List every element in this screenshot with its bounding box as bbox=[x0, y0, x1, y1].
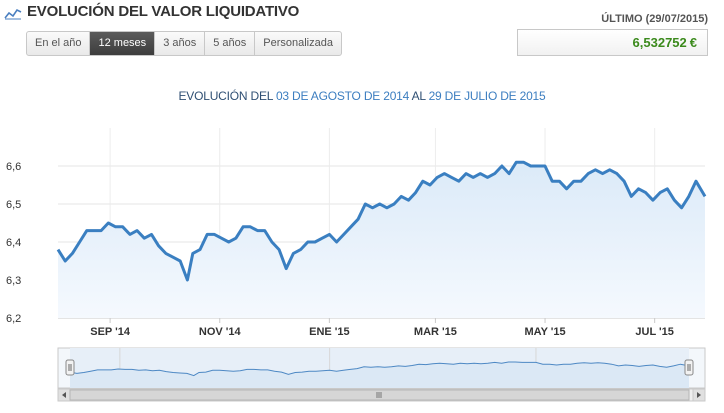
navigator-handle-right[interactable] bbox=[684, 359, 694, 376]
last-value-box: 6,532752 € bbox=[517, 29, 708, 56]
chart-title-prefix: EVOLUCIÓN DEL bbox=[178, 89, 276, 103]
navigator-area bbox=[70, 362, 689, 388]
y-tick-label: 6,6 bbox=[6, 161, 21, 173]
navigator[interactable]: Sep '14Ene '15May '15 bbox=[57, 347, 706, 389]
tab-personalizada[interactable]: Personalizada bbox=[263, 37, 333, 49]
x-axis-ticks: SEP '14 NOV '14 ENE '15 MAR '15 MAY '15 JUL '… bbox=[90, 326, 674, 338]
period-tabs: En el año 12 meses 3 años 5 años Persona… bbox=[26, 31, 342, 56]
last-currency: € bbox=[689, 35, 697, 50]
chart-title: EVOLUCIÓN DEL 03 DE AGOSTO DE 2014 AL 29… bbox=[0, 89, 724, 103]
y-tick-label: 6,2 bbox=[6, 313, 21, 325]
x-tick-label: MAY '15 bbox=[524, 326, 565, 338]
page-title: EVOLUCIÓN DEL VALOR LIQUIDATIVO bbox=[27, 3, 300, 20]
scroll-left-icon bbox=[62, 392, 66, 398]
x-tick-label: NOV '14 bbox=[199, 326, 242, 338]
x-tick-label: SEP '14 bbox=[90, 326, 131, 338]
scrollbar[interactable] bbox=[57, 388, 706, 402]
tab-3-anos[interactable]: 3 años bbox=[155, 32, 206, 55]
scroll-right-icon bbox=[697, 392, 701, 398]
chart-title-end: 29 DE JULIO DE 2015 bbox=[428, 89, 546, 103]
x-tick-label: MAR '15 bbox=[414, 326, 457, 338]
y-tick-label: 6,3 bbox=[6, 275, 21, 287]
navigator-handle-left[interactable] bbox=[65, 359, 75, 376]
y-tick-label: 6,4 bbox=[6, 237, 21, 249]
x-tick-label: JUL '15 bbox=[635, 326, 674, 338]
chart-title-start: 03 DE AGOSTO DE 2014 bbox=[275, 89, 410, 103]
last-value-label: ÚLTIMO (29/07/2015) bbox=[601, 13, 708, 25]
tab-12-meses[interactable]: 12 meses bbox=[90, 32, 156, 55]
tab-en-el-ano[interactable]: En el año bbox=[27, 32, 91, 55]
last-value: 6,532752 bbox=[632, 35, 687, 50]
series-area bbox=[58, 162, 705, 318]
y-tick-label: 6,5 bbox=[6, 199, 21, 211]
line-chart-icon bbox=[4, 8, 22, 20]
tab-5-anos[interactable]: 5 años bbox=[205, 32, 256, 55]
navigator-line bbox=[69, 361, 690, 377]
chart-title-middle: AL bbox=[409, 89, 429, 103]
series-line bbox=[56, 160, 707, 282]
y-axis-ticks: 6,2 6,3 6,4 6,5 6,6 bbox=[6, 161, 21, 325]
x-tick-label: ENE '15 bbox=[309, 326, 350, 338]
